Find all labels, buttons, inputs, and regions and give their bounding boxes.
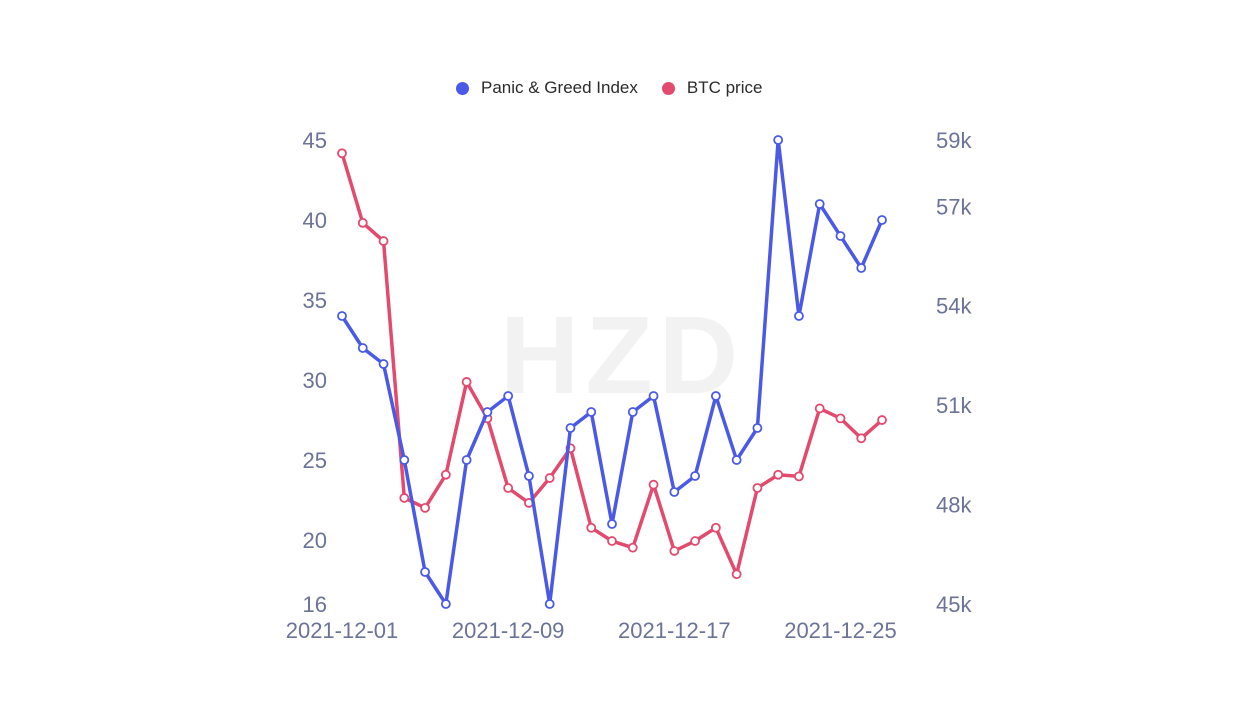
- data-point-panic-greed-index: [835, 231, 846, 241]
- legend-price-swatch: [661, 81, 675, 95]
- data-point-btc-price: [586, 522, 597, 533]
- data-point-btc-price: [503, 483, 514, 493]
- data-point-btc-price: [607, 536, 617, 546]
- data-point-panic-greed-index: [648, 391, 659, 401]
- data-point-panic-greed-index: [420, 567, 430, 577]
- data-point-panic-greed-index: [814, 199, 825, 209]
- data-point-btc-price: [835, 413, 846, 424]
- y-left-tick-label: 16: [303, 592, 327, 617]
- data-point-panic-greed-index: [378, 359, 389, 369]
- data-point-btc-price: [814, 403, 825, 414]
- data-point-panic-greed-index: [440, 599, 451, 609]
- legend-item-index[interactable]: Panic & Greed Index: [456, 78, 638, 98]
- data-point-panic-greed-index: [731, 455, 742, 465]
- y-right-tick-label: 48k: [936, 493, 972, 518]
- data-point-panic-greed-index: [690, 471, 700, 481]
- y-right-tick-label: 59k: [936, 128, 972, 153]
- x-tick-label: 2021-12-01: [286, 618, 399, 643]
- data-point-panic-greed-index: [503, 391, 514, 401]
- data-point-btc-price: [710, 522, 721, 533]
- legend: Panic & Greed Index BTC price: [456, 78, 762, 98]
- y-right-tick-label: 54k: [936, 294, 972, 319]
- x-tick-label: 2021-12-17: [618, 618, 731, 643]
- legend-price-label: BTC price: [686, 78, 763, 97]
- x-tick-label: 2021-12-25: [784, 618, 897, 643]
- y-left-tick-label: 20: [303, 528, 327, 553]
- y-left-tick-label: 35: [303, 288, 327, 313]
- y-right-tick-label: 45k: [936, 592, 972, 617]
- data-point-btc-price: [357, 217, 368, 228]
- data-point-panic-greed-index: [482, 407, 493, 417]
- series-line-panic-greed-index: [340, 138, 884, 606]
- y-left-tick-label: 45: [303, 128, 327, 153]
- data-point-panic-greed-index: [461, 455, 472, 465]
- data-point-btc-price: [856, 433, 867, 444]
- data-point-btc-price: [773, 469, 784, 480]
- data-point-btc-price: [544, 473, 555, 483]
- data-point-btc-price: [877, 415, 887, 425]
- data-point-btc-price: [337, 148, 347, 159]
- data-point-panic-greed-index: [565, 423, 576, 433]
- data-point-btc-price: [399, 493, 410, 503]
- data-point-btc-price: [420, 502, 430, 513]
- x-tick-label: 2021-12-09: [452, 618, 565, 643]
- data-point-panic-greed-index: [794, 311, 804, 321]
- legend-item-price[interactable]: BTC price: [661, 78, 763, 98]
- data-point-panic-greed-index: [357, 343, 368, 353]
- y-left-tick-label: 40: [303, 208, 327, 233]
- data-point-btc-price: [440, 469, 451, 480]
- y-right-tick-label: 51k: [936, 393, 972, 418]
- data-point-panic-greed-index: [337, 311, 347, 321]
- data-point-panic-greed-index: [856, 263, 867, 273]
- data-point-btc-price: [731, 569, 742, 580]
- data-point-panic-greed-index: [752, 423, 763, 433]
- data-point-panic-greed-index: [773, 135, 784, 145]
- data-point-panic-greed-index: [877, 215, 887, 225]
- data-point-panic-greed-index: [710, 391, 721, 401]
- legend-index-label: Panic & Greed Index: [481, 78, 638, 97]
- data-point-btc-price: [752, 483, 763, 493]
- data-point-panic-greed-index: [524, 471, 534, 481]
- data-point-panic-greed-index: [586, 407, 597, 417]
- data-point-btc-price: [690, 536, 700, 546]
- data-point-panic-greed-index: [669, 487, 680, 497]
- y-right-tick-label: 57k: [936, 194, 972, 219]
- y-left-tick-label: 30: [303, 368, 327, 393]
- watermark: HZD: [500, 294, 745, 417]
- data-point-panic-greed-index: [399, 455, 410, 465]
- data-point-panic-greed-index: [607, 519, 617, 529]
- legend-index-swatch: [456, 81, 469, 95]
- data-point-btc-price: [669, 546, 680, 556]
- data-point-btc-price: [378, 236, 389, 246]
- data-point-btc-price: [648, 479, 659, 490]
- y-left-tick-label: 25: [303, 448, 327, 473]
- data-point-btc-price: [627, 542, 638, 553]
- data-point-btc-price: [461, 377, 472, 387]
- data-point-panic-greed-index: [627, 407, 638, 417]
- data-point-panic-greed-index: [544, 599, 555, 609]
- data-point-btc-price: [794, 471, 804, 482]
